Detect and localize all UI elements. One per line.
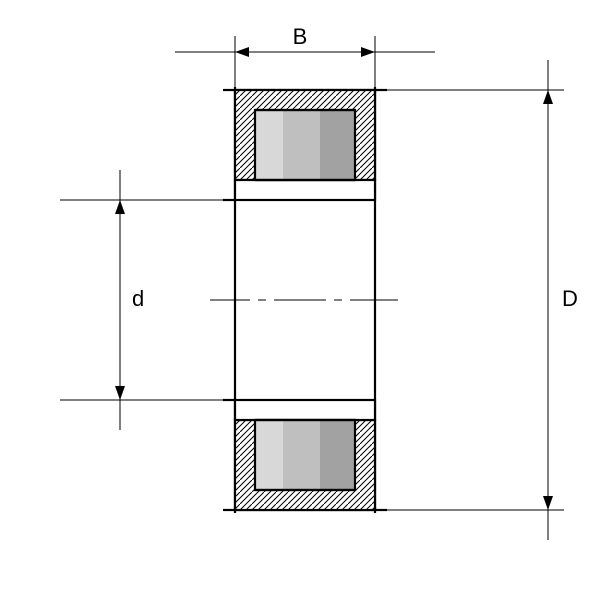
dim-label-d: d <box>132 286 144 311</box>
dim-label-B: B <box>293 24 308 49</box>
dim-label-D: D <box>562 286 578 311</box>
